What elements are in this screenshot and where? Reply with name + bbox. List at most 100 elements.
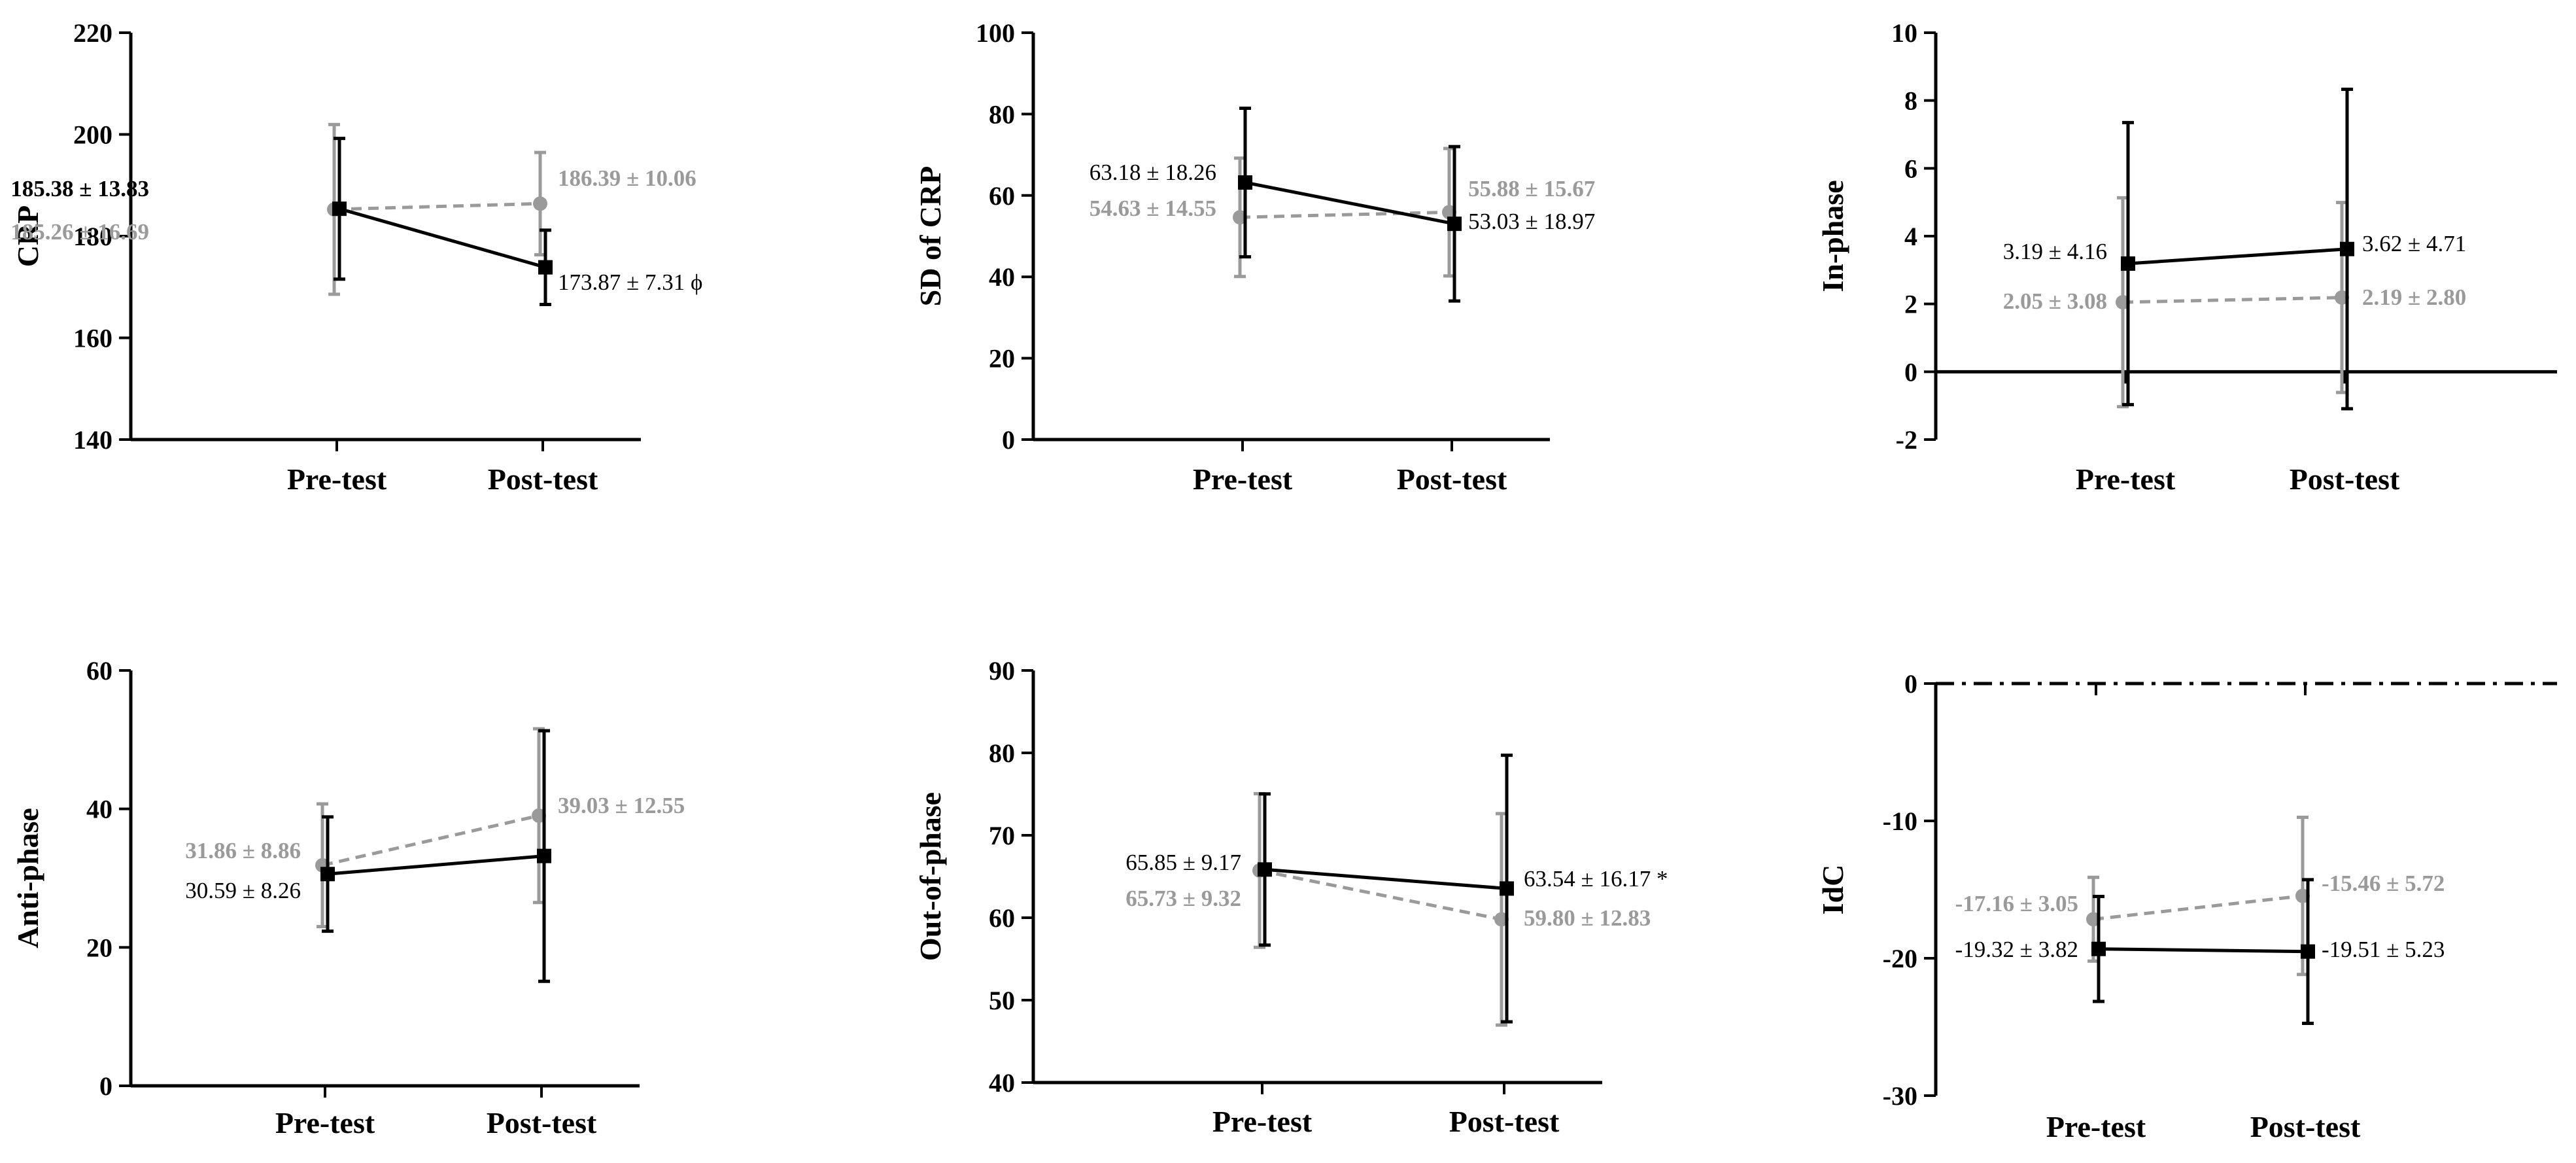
data-point	[2301, 944, 2315, 959]
series-line	[1239, 210, 1450, 219]
series-line	[2127, 247, 2348, 266]
y-tick-label: 80	[989, 738, 1015, 768]
chart-panel-5: 40 50 60 70 80 90 Pre-test Post-test Out-of-phas…	[914, 656, 1668, 1138]
data-label: 173.87 ± 7.31 ϕ	[558, 269, 702, 295]
data-label: 54.63 ± 14.55	[1090, 196, 1216, 221]
series-gray: 54.63 ± 14.55 55.88 ± 15.67	[1090, 147, 1595, 279]
series-black: 63.18 ± 18.26 53.03 ± 18.97	[1090, 106, 1595, 303]
y-tick-label: 100	[976, 18, 1015, 48]
y-tick-label: 180	[73, 222, 112, 251]
series-gray: 185.26 ± 16.69 186.39 ± 10.06	[10, 122, 696, 296]
data-label: 3.19 ± 4.16	[2003, 239, 2107, 264]
y-tick-label: 70	[989, 821, 1015, 850]
data-point	[1500, 881, 1514, 896]
data-point	[1447, 217, 1462, 232]
y-tick-label: -10	[1883, 807, 1917, 836]
x-category-label: Post-test	[1449, 1105, 1560, 1138]
data-label: -17.16 ± 3.05	[1955, 891, 2078, 916]
series-line	[2122, 296, 2343, 304]
y-tick-label: 40	[86, 795, 112, 824]
data-label: 2.19 ± 2.80	[2362, 285, 2466, 310]
x-category-label: Pre-test	[1212, 1105, 1313, 1138]
y-tick-label: 200	[73, 120, 112, 150]
y-tick-label: 60	[86, 656, 112, 686]
y-tick-label: 60	[989, 181, 1015, 211]
data-label: 30.59 ± 8.26	[185, 878, 301, 903]
x-category-label: Pre-test	[275, 1106, 375, 1139]
chart-panel-1: 140 160 180 200 220 Pre-test Post-test CRP185.2…	[10, 18, 702, 496]
data-point	[538, 260, 553, 275]
data-label: 185.26 ± 16.69	[10, 219, 149, 245]
y-tick-label: -2	[1896, 425, 1917, 455]
x-category-label: Pre-test	[1193, 462, 1293, 496]
y-tick-label: 0	[1002, 425, 1015, 455]
y-tick-label: 8	[1904, 86, 1917, 116]
y-axis-title: In-phase	[1816, 180, 1849, 292]
y-tick-label: 40	[989, 1068, 1015, 1098]
y-tick-label: 40	[989, 262, 1015, 292]
data-point	[320, 867, 335, 882]
x-category-label: Post-test	[487, 1106, 597, 1139]
data-label: 63.54 ± 16.17 *	[1524, 866, 1668, 892]
y-tick-label: 4	[1904, 222, 1917, 251]
data-label: 63.18 ± 18.26	[1090, 160, 1216, 185]
y-tick-label: 80	[989, 99, 1015, 129]
y-axis-title: SD of CRP	[914, 166, 947, 307]
data-label: -19.51 ± 5.23	[2322, 937, 2445, 962]
y-tick-label: 2	[1904, 290, 1917, 319]
y-axis-title: Out-of-phase	[914, 792, 947, 961]
y-tick-label: 10	[1891, 18, 1917, 48]
data-point	[533, 196, 547, 211]
y-tick-label: 0	[1904, 357, 1917, 387]
y-tick-label: 0	[1904, 669, 1917, 699]
y-tick-label: 20	[989, 344, 1015, 373]
y-tick-label: -20	[1883, 944, 1917, 973]
data-point	[537, 848, 551, 863]
series-line	[327, 854, 545, 876]
x-category-label: Post-test	[2250, 1110, 2361, 1143]
data-point	[332, 201, 347, 217]
y-tick-label: 90	[989, 656, 1015, 686]
data-point	[2340, 241, 2354, 256]
x-category-label: Post-test	[1397, 462, 1507, 496]
y-tick-label: 220	[73, 18, 112, 48]
series-line	[339, 207, 546, 269]
series-black: 65.85 ± 9.17 63.54 ± 16.17 *	[1125, 754, 1668, 1024]
series-line	[1259, 869, 1502, 921]
series-line	[1264, 867, 1507, 890]
data-label: 3.62 ± 4.71	[2362, 231, 2466, 256]
y-tick-label: 6	[1904, 154, 1917, 183]
y-axis-title: CRP	[11, 205, 44, 268]
series-line	[2093, 894, 2303, 921]
series-black: 185.38 ± 13.83 173.87 ± 7.31 ϕ	[10, 137, 702, 306]
data-label: 186.39 ± 10.06	[558, 165, 696, 191]
series-line	[1245, 181, 1455, 226]
series-gray: 2.05 ± 3.08 2.19 ± 2.80	[2003, 196, 2466, 409]
chart-panel-6: -30 -20 -10 0 Pre-test Post-test IdC -17.16 ± 3…	[1816, 669, 2557, 1143]
series-black: 3.19 ± 4.16 3.62 ± 4.71	[2003, 88, 2466, 411]
y-axis-title: IdC	[1816, 865, 1849, 915]
y-tick-label: 0	[99, 1071, 112, 1101]
series-line	[322, 814, 540, 867]
series-line	[334, 201, 541, 211]
x-category-label: Pre-test	[2076, 462, 2176, 496]
data-label: 2.05 ± 3.08	[2003, 288, 2107, 314]
y-tick-label: 160	[73, 324, 112, 353]
y-tick-label: 140	[73, 425, 112, 455]
x-category-label: Pre-test	[287, 462, 387, 496]
y-tick-label: 20	[86, 933, 112, 962]
data-point	[2091, 941, 2106, 956]
series-line	[2098, 947, 2309, 954]
data-label: 185.38 ± 13.83	[10, 176, 149, 201]
data-label: 65.73 ± 9.32	[1125, 886, 1241, 911]
series-black: 30.59 ± 8.26	[185, 729, 551, 983]
chart-panel-3: -2 0 2 4 6 8 10 Pre-test Post-test In-phase 2.05 ±…	[1816, 18, 2557, 496]
data-label: 53.03 ± 18.97	[1468, 209, 1595, 234]
data-label: 31.86 ± 8.86	[185, 838, 301, 863]
data-point	[1258, 862, 1272, 877]
series-black: -19.32 ± 3.82 -19.51 ± 5.23	[1955, 878, 2445, 1026]
chart-panel-2: 0 20 40 60 80 100 Pre-test Post-test SD of CRP 54…	[914, 18, 1595, 496]
data-label: -15.46 ± 5.72	[2322, 871, 2445, 896]
y-tick-label: -30	[1883, 1081, 1917, 1111]
